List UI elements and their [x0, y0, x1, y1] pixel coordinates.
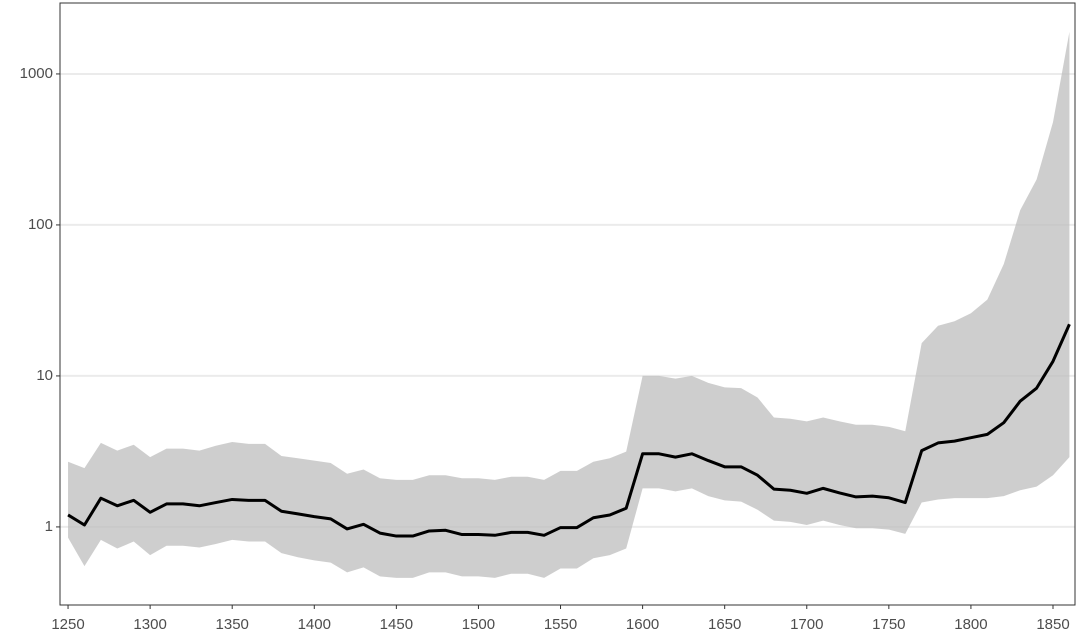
plot-border	[59, 2, 1076, 606]
x-tick-label: 1650	[708, 616, 741, 633]
y-tick-label: 1	[45, 518, 53, 535]
x-tick-label: 1600	[626, 616, 659, 633]
y-tick-label: 1000	[20, 65, 53, 82]
x-tick-label: 1350	[216, 616, 249, 633]
line	[67, 323, 1071, 538]
x-tick-label: 1250	[51, 616, 84, 633]
y-tick-label: 100	[28, 216, 53, 233]
x-tick-label: 1550	[544, 616, 577, 633]
y-tick-label: 10	[36, 367, 53, 384]
x-tick-label: 1800	[954, 616, 987, 633]
x-tick-label: 1500	[462, 616, 495, 633]
x-tick-label: 1750	[872, 616, 905, 633]
confidence-band	[68, 31, 1070, 578]
x-tick-label: 1450	[380, 616, 413, 633]
x-tick-label: 1700	[790, 616, 823, 633]
x-tick-label: 1850	[1036, 616, 1069, 633]
x-tick-label: 1400	[298, 616, 331, 633]
x-tick-label: 1300	[133, 616, 166, 633]
